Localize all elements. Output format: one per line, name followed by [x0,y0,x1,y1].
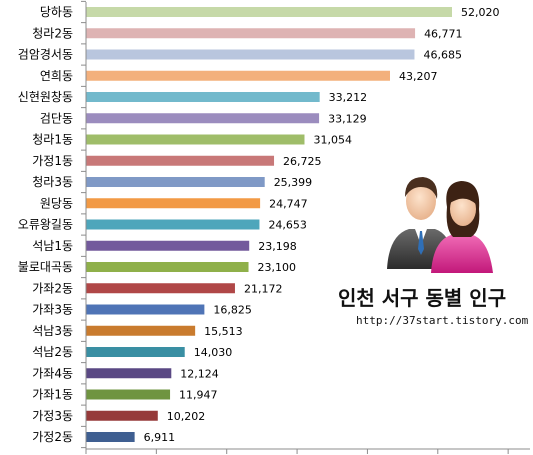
category-label: 청라1동 [32,133,73,147]
category-label: 당하동 [40,5,73,19]
bar [86,262,249,272]
value-label: 16,825 [213,304,252,317]
value-label: 10,202 [167,410,206,423]
bar [86,410,158,421]
category-label: 청라2동 [32,26,73,40]
category-label: 오류왕길동 [18,218,73,232]
bar [86,368,172,379]
bar [86,347,185,357]
category-label: 가좌4동 [32,366,73,380]
bar [86,155,275,166]
category-label: 가좌3동 [32,303,73,317]
bar [86,219,260,230]
bar [86,134,305,145]
category-label: 가좌2동 [32,281,73,295]
value-label: 12,124 [180,367,219,380]
bar [86,432,135,442]
bar [86,389,171,400]
category-label: 연희동 [40,69,73,83]
value-label: 24,653 [268,219,307,232]
bar [86,7,452,17]
bar [86,49,415,60]
people-icon [387,177,493,273]
value-label: 31,054 [313,134,352,147]
category-label: 가정3동 [32,409,73,423]
bar [86,198,261,209]
bar [86,70,390,81]
bar [86,283,235,294]
value-label: 25,399 [274,176,313,189]
category-label: 검단동 [40,111,73,125]
value-label: 33,129 [328,112,367,125]
bar [86,240,250,251]
value-label: 46,685 [423,49,462,62]
value-label: 24,747 [269,197,308,210]
value-label: 14,030 [194,346,233,359]
value-label: 11,947 [179,389,218,402]
category-label: 원당동 [40,196,73,210]
value-label: 46,771 [424,27,463,40]
category-label: 불로대곡동 [18,260,73,274]
source-url: http://37start.tistory.com [356,314,529,327]
category-label: 가정1동 [32,154,73,168]
value-label: 33,212 [329,91,368,104]
value-label: 23,100 [258,261,297,274]
value-label: 21,172 [244,282,282,295]
category-label: 석남1동 [32,239,73,253]
bar [86,113,320,124]
value-label: 6,911 [144,431,176,444]
value-label: 43,207 [399,70,438,83]
bar [86,92,320,102]
category-label: 가정2동 [32,430,73,444]
value-label: 15,513 [204,325,243,338]
category-label: 석남2동 [32,345,73,359]
category-label: 신현원창동 [18,90,73,104]
value-label: 23,198 [258,240,297,253]
value-label: 52,020 [461,6,500,19]
category-label: 가좌1동 [32,388,73,402]
value-label: 26,725 [283,155,322,168]
bar [86,325,196,336]
category-label: 청라3동 [32,175,73,189]
category-label: 검암경서동 [18,48,73,62]
chart-title: 인천 서구 동별 인구 [338,286,507,310]
bar [86,304,205,315]
category-label: 석남3동 [32,324,73,338]
bar [86,177,265,187]
bar [86,28,416,39]
